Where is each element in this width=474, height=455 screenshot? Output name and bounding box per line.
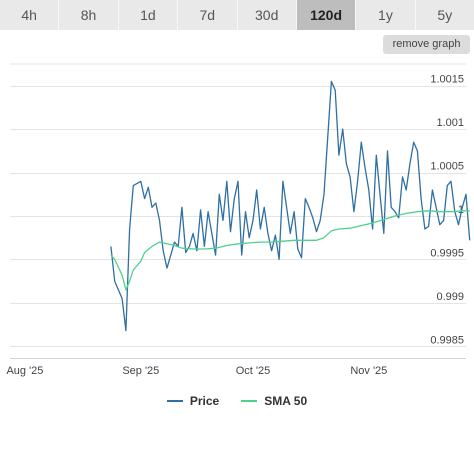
legend-label-sma-50: SMA 50 <box>264 394 308 408</box>
y-tick-label: 1.0015 <box>430 74 464 86</box>
legend-label-price: Price <box>189 394 220 408</box>
legend: Price SMA 50 <box>0 392 474 410</box>
series-line-price <box>110 80 471 332</box>
y-tick-label: 0.9985 <box>430 334 464 346</box>
tab-5y[interactable]: 5y <box>415 0 474 30</box>
legend-swatch-price <box>166 400 183 402</box>
x-tick-label: Oct '25 <box>236 365 271 377</box>
axis-ticks: 0.9985 0.999 0.9995 1 1.0005 1.001 1.0015 Aug '… <box>6 74 464 377</box>
series-lines <box>110 80 471 332</box>
legend-item-price[interactable]: Price <box>166 394 220 408</box>
y-tick-label: 1.001 <box>436 117 464 129</box>
y-tick-label: 1 <box>458 204 464 216</box>
timeframe-tabs: 4h 8h 1d 7d 30d 120d 1y 5y <box>0 0 474 30</box>
tab-1d[interactable]: 1d <box>118 0 179 30</box>
legend-swatch-sma-50 <box>241 400 258 402</box>
y-tick-label: 0.999 <box>436 291 464 303</box>
series-line-sma-50 <box>110 210 470 291</box>
price-chart: 0.9985 0.999 0.9995 1 1.0005 1.001 1.0015 Aug '… <box>6 63 471 377</box>
tab-1y[interactable]: 1y <box>356 0 416 30</box>
grid-lines <box>10 63 466 359</box>
x-tick-label: Nov '25 <box>350 365 387 377</box>
y-tick-label: 1.0005 <box>430 161 464 173</box>
x-tick-label: Sep '25 <box>122 365 159 377</box>
y-tick-label: 0.9995 <box>430 247 464 259</box>
remove-graph-button[interactable]: remove graph <box>383 35 470 54</box>
tab-120d[interactable]: 120d <box>296 0 357 30</box>
tab-8h[interactable]: 8h <box>59 0 119 30</box>
tab-7d[interactable]: 7d <box>178 0 238 30</box>
x-tick-label: Aug '25 <box>6 365 43 377</box>
tab-4h[interactable]: 4h <box>0 0 60 30</box>
tab-30d[interactable]: 30d <box>237 0 297 30</box>
legend-item-sma-50[interactable]: SMA 50 <box>241 394 307 408</box>
